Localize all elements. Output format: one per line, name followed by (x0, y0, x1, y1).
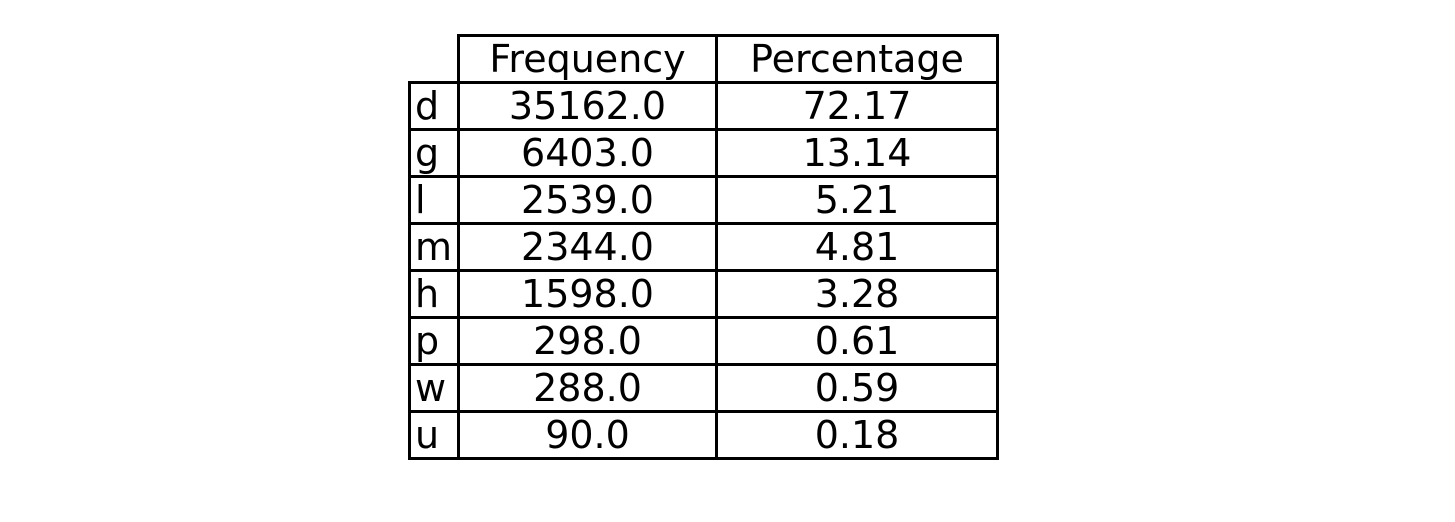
percentage-cell: 3.28 (715, 269, 999, 319)
frequency-table: Frequency Percentage d 35162.0 72.17 g 6403.… (408, 34, 999, 460)
frequency-cell: 1598.0 (457, 269, 718, 319)
table-row: d 35162.0 72.17 (408, 81, 999, 131)
corner-cell (409, 35, 460, 84)
column-header-frequency: Frequency (457, 34, 718, 84)
percentage-cell: 0.59 (715, 363, 999, 413)
row-label: u (408, 410, 460, 460)
frequency-cell: 2344.0 (457, 222, 718, 272)
table-row: g 6403.0 13.14 (408, 128, 999, 178)
row-label: d (408, 81, 460, 131)
percentage-cell: 5.21 (715, 175, 999, 225)
frequency-cell: 35162.0 (457, 81, 718, 131)
percentage-cell: 13.14 (715, 128, 999, 178)
frequency-cell: 298.0 (457, 316, 718, 366)
row-label: m (408, 222, 460, 272)
header-row: Frequency Percentage (409, 34, 999, 84)
frequency-cell: 90.0 (457, 410, 718, 460)
row-label: g (408, 128, 460, 178)
frequency-cell: 288.0 (457, 363, 718, 413)
frequency-table-container: Frequency Percentage d 35162.0 72.17 g 6403.… (408, 34, 999, 460)
table-row: m 2344.0 4.81 (408, 222, 999, 272)
table-body: d 35162.0 72.17 g 6403.0 13.14 l 2539.0 5.21 m 234… (408, 81, 999, 460)
percentage-cell: 72.17 (715, 81, 999, 131)
row-label: p (408, 316, 460, 366)
table-row: l 2539.0 5.21 (408, 175, 999, 225)
table-row: p 298.0 0.61 (408, 316, 999, 366)
percentage-cell: 4.81 (715, 222, 999, 272)
row-label: h (408, 269, 460, 319)
row-label: w (408, 363, 460, 413)
table-row: u 90.0 0.18 (408, 410, 999, 460)
row-label: l (408, 175, 460, 225)
percentage-cell: 0.61 (715, 316, 999, 366)
column-header-percentage: Percentage (715, 34, 999, 84)
table-row: w 288.0 0.59 (408, 363, 999, 413)
frequency-cell: 6403.0 (457, 128, 718, 178)
frequency-cell: 2539.0 (457, 175, 718, 225)
table-row: h 1598.0 3.28 (408, 269, 999, 319)
percentage-cell: 0.18 (715, 410, 999, 460)
